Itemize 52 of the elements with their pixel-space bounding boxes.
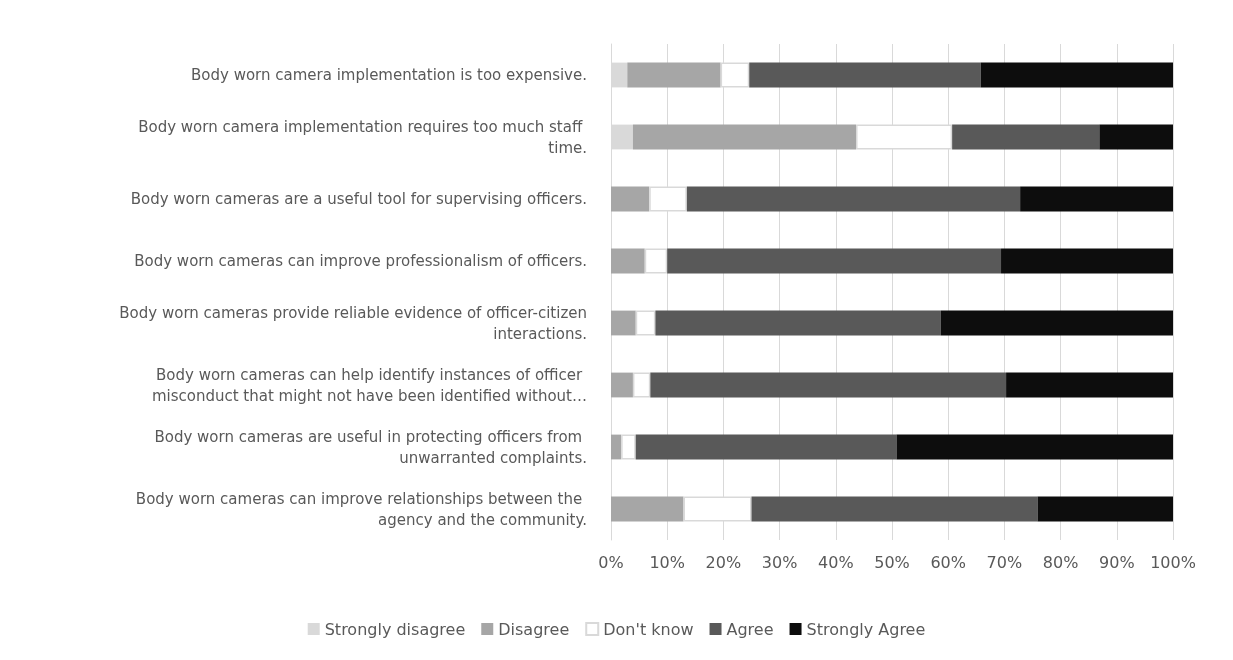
bar	[611, 434, 622, 460]
bar	[621, 434, 636, 460]
bar	[1099, 124, 1173, 150]
y-tick-label: Body worn camera implementation requires too much staff time.	[138, 117, 587, 157]
x-tick-label: 0%	[598, 552, 624, 572]
bar	[980, 62, 1173, 88]
y-tick-label: Body worn cameras provide reliable evidence of officer-citizen interactions.	[119, 303, 587, 343]
bar	[1037, 496, 1173, 522]
legend-label: Strongly Agree	[806, 619, 926, 639]
bar	[896, 434, 1173, 460]
bar	[751, 496, 1038, 522]
bar	[611, 372, 633, 398]
x-tick-label: 20%	[705, 552, 742, 572]
bar	[655, 310, 941, 336]
y-tick-label: Body worn cameras can improve relationships between the agency and the community.	[135, 489, 587, 529]
x-tick-label: 40%	[818, 552, 854, 572]
bar	[611, 310, 636, 336]
bar	[667, 248, 1002, 274]
bar	[940, 310, 1173, 336]
legend-label: Agree	[726, 619, 774, 639]
y-tick-label: Body worn cameras are useful in protecting officers from unwarranted complaints.	[154, 427, 587, 467]
bar	[1020, 186, 1173, 212]
bar	[611, 186, 650, 212]
x-tick-label: 90%	[1099, 552, 1135, 572]
legend-label: Don't know	[603, 619, 694, 639]
bar	[686, 186, 1021, 212]
bar	[627, 62, 721, 88]
bar	[952, 124, 1100, 150]
bar	[749, 62, 981, 88]
bar	[635, 434, 897, 460]
y-tick-label: Body worn cameras can improve professionalism of officers.	[134, 252, 587, 270]
x-tick-label: 10%	[649, 552, 685, 572]
bar	[1006, 372, 1173, 398]
bar	[632, 124, 857, 150]
legend-label: Disagree	[498, 619, 570, 639]
y-tick-label: Body worn cameras can help identify instances of officer misconduct that might not have been identified without…	[151, 365, 587, 405]
bar	[611, 496, 684, 522]
bar	[632, 372, 651, 398]
bar	[1001, 248, 1173, 274]
x-tick-label: 80%	[1042, 552, 1079, 572]
bar	[644, 248, 668, 274]
x-tick-label: 70%	[986, 552, 1023, 572]
x-tick-label: 60%	[930, 552, 966, 572]
y-tick-label: Body worn camera implementation is too expensive.	[191, 66, 587, 84]
x-tick-label: 30%	[761, 552, 798, 572]
bar	[635, 310, 656, 336]
y-tick-label: Body worn cameras are a useful tool for supervising officers.	[130, 190, 587, 208]
bar	[650, 372, 1007, 398]
bar	[611, 248, 645, 274]
legend-label: Strongly disagree	[324, 619, 466, 639]
x-tick-label: 100%	[1150, 552, 1196, 572]
x-tick-label: 50%	[874, 552, 910, 572]
